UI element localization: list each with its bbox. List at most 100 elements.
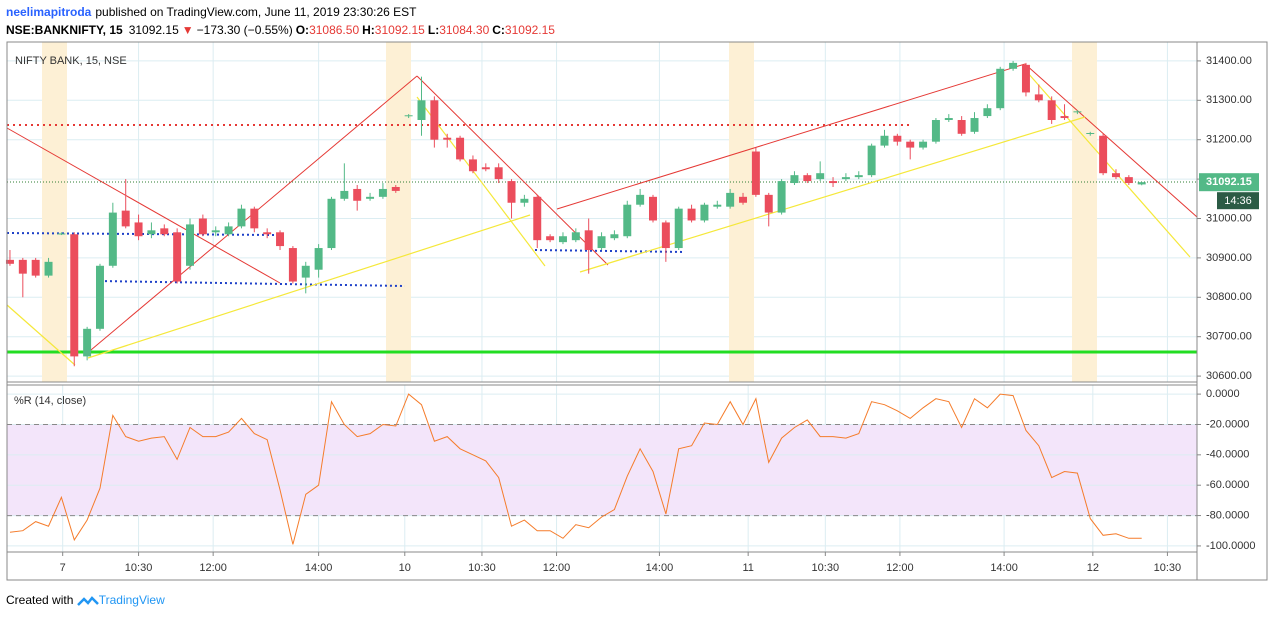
ohlc-label: H: [362,23,375,37]
session-band [729,42,754,382]
candle-body [919,141,928,148]
candle-body [1099,135,1108,174]
candle-body [147,230,156,235]
x-tick-label: 10 [399,562,411,574]
x-tick-label: 12:00 [199,562,227,574]
brand[interactable]: TradingView [98,593,165,607]
main-pane-border [6,41,1198,383]
candle-body [353,188,362,201]
trend-line [6,127,281,284]
candle-body [623,204,632,237]
candle-body [224,226,233,235]
candle-body [57,233,66,235]
candle-body [726,192,735,207]
x-tick-label: 14:00 [305,562,333,574]
y-tick-label: -80.0000 [1206,509,1249,521]
indicator-title: %R (14, close) [14,395,86,407]
author[interactable]: neelimapitroda [6,5,92,19]
y-tick-label: 0.0000 [1206,388,1240,400]
band-fill [7,424,1197,516]
candle-body [263,232,272,235]
y-tick-label: 31200.00 [1206,134,1252,146]
candle-body [327,198,336,249]
last-price-label: 31092.15 [1206,176,1252,188]
candle-body [288,248,297,282]
y-tick-label: -100.0000 [1206,540,1256,552]
candle-body [1111,173,1120,178]
drawings [6,42,1198,382]
candle-body [301,265,310,278]
candle-body [790,175,799,184]
dotted-level [99,280,406,287]
candle-body [829,181,838,184]
candle-body [5,259,14,264]
candle-body [237,208,246,227]
trend-line [87,214,531,359]
x-tick-label: 10:30 [468,562,496,574]
ohlc-label: O: [295,23,310,37]
candle-body [571,232,580,241]
candle-body [533,196,542,241]
candle-body [1034,94,1043,101]
candle-body [44,261,53,276]
x-tick-label: 12:00 [886,562,914,574]
y-tick-label: 30600.00 [1206,370,1252,382]
candle-body [468,159,477,172]
candle-body [456,137,465,160]
candle-body [1137,182,1146,185]
candle-body [996,68,1005,109]
candle-body [378,188,387,197]
candle-body [880,135,889,146]
candle-body [944,118,953,121]
y-tick-label: 30900.00 [1206,252,1252,264]
candle-body [558,236,567,243]
candle-body [546,236,555,241]
candle-body [661,222,670,249]
candle-body [366,196,375,199]
candle-body [636,194,645,205]
session-band [1072,42,1097,382]
y-tick-label: -60.0000 [1206,479,1249,491]
candle-body [250,208,259,229]
chart-title: NIFTY BANK, 15, NSE [15,55,127,67]
candle-body [700,204,709,221]
candle-body [597,236,606,249]
arrow: ▼ [181,23,194,37]
candle-body [494,167,503,180]
candle-body [314,248,323,270]
trend-line [1024,63,1198,218]
candle-body [520,198,529,203]
candle-body [70,234,79,357]
y-tick-label: 31000.00 [1206,212,1252,224]
candle-body [610,234,619,239]
candle-body [340,190,349,199]
footer: Created with TradingView [6,593,165,607]
session-band [42,42,67,382]
x-tick-label: 14:00 [646,562,674,574]
candle-body [430,100,439,140]
y-tick-label: 31300.00 [1206,94,1252,106]
candle-body [584,230,593,251]
candle-body [481,167,490,170]
countdown: 14:36 [1224,195,1252,207]
candle-body [957,120,966,134]
candle-body [777,181,786,213]
candle-body [970,118,979,132]
created: Created with [6,593,74,607]
candle-body [18,259,27,274]
candle-body [854,175,863,178]
candle-body [1124,177,1133,184]
price: 31092.15 [128,23,179,37]
candle-body [31,259,40,276]
candle-body [186,224,194,266]
candle-body [983,108,992,117]
x-tick-label: 7 [60,562,66,574]
x-tick-label: 10:30 [812,562,840,574]
x-tick-label: 10:30 [125,562,153,574]
y-tick-label: -20.0000 [1206,418,1249,430]
ohlc-label: L: [427,23,440,37]
trend-line [556,63,1026,210]
candle-body [404,115,413,117]
